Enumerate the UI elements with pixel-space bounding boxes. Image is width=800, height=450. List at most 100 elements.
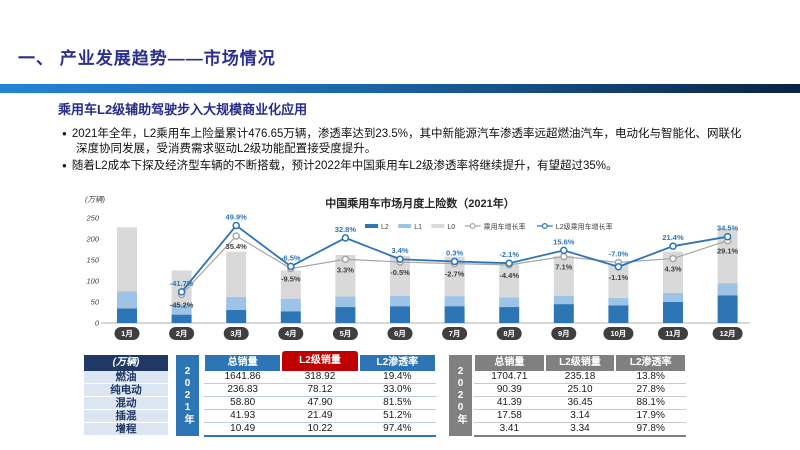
l2-growth-label: 21.4%: [662, 233, 684, 242]
table-row: 1641.86 318.92 19.4%: [204, 371, 436, 384]
bar-L0-6月: [390, 255, 410, 296]
column-header: 总销量: [205, 355, 281, 371]
bar-L2-9月: [553, 304, 574, 323]
line-marker-icon: [232, 221, 240, 230]
bar-L2-12月: [717, 295, 738, 323]
month-pill-1月: [114, 327, 140, 340]
month-label: 4月: [285, 329, 297, 338]
table-cell: 21.49: [281, 410, 359, 422]
table-cell: 41.93: [204, 410, 282, 422]
bar-L2-5月: [335, 307, 356, 323]
bar-L1-5月: [335, 296, 356, 308]
pv-growth-label: -4.4%: [499, 271, 519, 280]
bar-L2-3月: [226, 309, 247, 323]
pv-growth-label: 3.3%: [337, 265, 354, 274]
bar-L2-8月: [499, 307, 520, 323]
fuel-type-label: 插混: [84, 410, 168, 423]
chart-legend: L2 L1 L0 乘用车增长率 L2级乘用车增长率: [365, 222, 613, 231]
bar-L0-2月: [171, 270, 192, 305]
table-row: 41.39 36.45 88.1%: [474, 397, 687, 410]
fuel-type-label: 增程: [84, 423, 168, 436]
l2-growth-label: 34.5%: [717, 224, 739, 233]
table-row: 236.83 78.12 33.0%: [204, 384, 436, 397]
month-label: 1月: [121, 329, 133, 338]
bar-L1-12月: [717, 283, 738, 296]
table-cell: 97.8%: [615, 423, 687, 435]
legend-label: L2: [381, 224, 389, 231]
year-2021-strip: 2021年: [176, 355, 199, 436]
bar-L1-6月: [390, 295, 410, 307]
table-cell: 51.2%: [358, 410, 436, 422]
fuel-type-label: 混动: [84, 397, 168, 410]
month-label: 5月: [340, 329, 352, 338]
pv-growth-label: -9.5%: [281, 275, 301, 284]
line-marker-icon: [669, 242, 677, 250]
table-cell: 97.4%: [358, 423, 436, 435]
bullet-text: 随着L2成本下探及经济型车辆的不断搭载，预计2022年中国乘用车L2级渗透率将继…: [71, 160, 618, 172]
table-row: 90.39 25.10 27.8%: [474, 384, 687, 397]
year-2020-strip: 2020年: [449, 355, 472, 436]
bar-L2-6月: [390, 306, 410, 323]
pv-growth-label: 35.4%: [226, 242, 248, 251]
table-cell: 58.80: [204, 397, 282, 409]
legend-label: L1: [414, 224, 422, 231]
y-axis-tick: 50: [91, 298, 100, 307]
legend-marker-icon: [469, 223, 476, 230]
pv-growth-label: 7.1%: [555, 263, 572, 272]
table-cell: 1704.71: [474, 371, 545, 383]
bar-L1-2月: [171, 304, 192, 315]
table-cell: 81.5%: [358, 397, 436, 409]
line-marker-icon: [287, 262, 295, 271]
table-cell: 13.8%: [615, 371, 687, 383]
legend-swatch-L1: [398, 224, 412, 228]
line-marker-icon: [505, 259, 513, 267]
month-pill-10月: [603, 327, 634, 340]
month-label: 12月: [720, 329, 736, 338]
month-pill-5月: [332, 327, 358, 340]
table-row: 10.49 10.22 97.4%: [204, 423, 436, 437]
table-row: 1704.71 235.18 13.8%: [474, 371, 687, 384]
bullet-text: 2021年全年，L2乘用车上险量累计476.65万辆，渗透率达到23.5%，其中…: [71, 128, 742, 155]
table-cell: 318.92: [281, 371, 359, 383]
fuel-type-label-table: (万辆) 燃油 纯电动 混动 插混 增程: [84, 355, 168, 436]
table-cell: 78.12: [281, 384, 359, 396]
line-marker-icon: [341, 234, 350, 242]
monthly-registrations-chart: 中国乘用车市场月度上险数（2021年） (万辆) 0 50 100 150 200 250 L2…: [85, 193, 760, 345]
column-header: L2级销量: [545, 355, 615, 371]
bar-L2-4月: [280, 311, 301, 323]
l2-growth-label: 15.6%: [553, 237, 575, 246]
bar-L1-1月: [117, 291, 137, 309]
month-pill-9月: [551, 327, 577, 340]
table-cell: 36.45: [544, 397, 616, 409]
unit-header: (万辆): [84, 355, 168, 371]
page-title: 一、 产业发展趋势——市场情况: [18, 49, 276, 68]
bar-L2-7月: [444, 306, 465, 323]
column-header: L2级销量: [282, 351, 358, 371]
month-label: 11月: [665, 329, 680, 338]
bar-L1-4月: [280, 298, 301, 312]
bar-L2-1月: [117, 308, 137, 323]
month-pill-4月: [278, 327, 304, 340]
table-header-row: 总销量 L2级销量 L2渗透率: [474, 355, 686, 371]
legend-swatch-L2: [365, 224, 378, 228]
bullet-marker: ●: [62, 161, 67, 170]
chart-canvas: 中国乘用车市场月度上险数（2021年） (万辆) 0 50 100 150 200 250 L2…: [85, 195, 750, 340]
line-marker-icon: [560, 246, 568, 255]
month-label: 10月: [610, 329, 626, 338]
bar-L0-4月: [280, 270, 301, 299]
bar-L0-7月: [444, 256, 465, 297]
month-pill-2月: [169, 327, 195, 340]
bar-L0-8月: [499, 264, 520, 298]
table-cell: 3.34: [544, 423, 616, 435]
bullet-list: ● 2021年全年，L2乘用车上险量累计476.65万辆，渗透率达到23.5%，其…: [62, 126, 752, 175]
line-marker-icon: [614, 263, 623, 271]
month-label: 8月: [503, 329, 515, 338]
y-axis-tick: 100: [86, 277, 99, 286]
month-label: 3月: [230, 329, 242, 338]
legend-label: L2级乘用车增长率: [556, 222, 613, 231]
bullet-item: ● 随着L2成本下探及经济型车辆的不断搭载，预计2022年中国乘用车L2级渗透率将…: [62, 158, 752, 174]
line-marker-icon: [560, 252, 568, 261]
pv-growth-label: -1.1%: [609, 273, 629, 282]
legend-marker-icon: [541, 223, 548, 230]
